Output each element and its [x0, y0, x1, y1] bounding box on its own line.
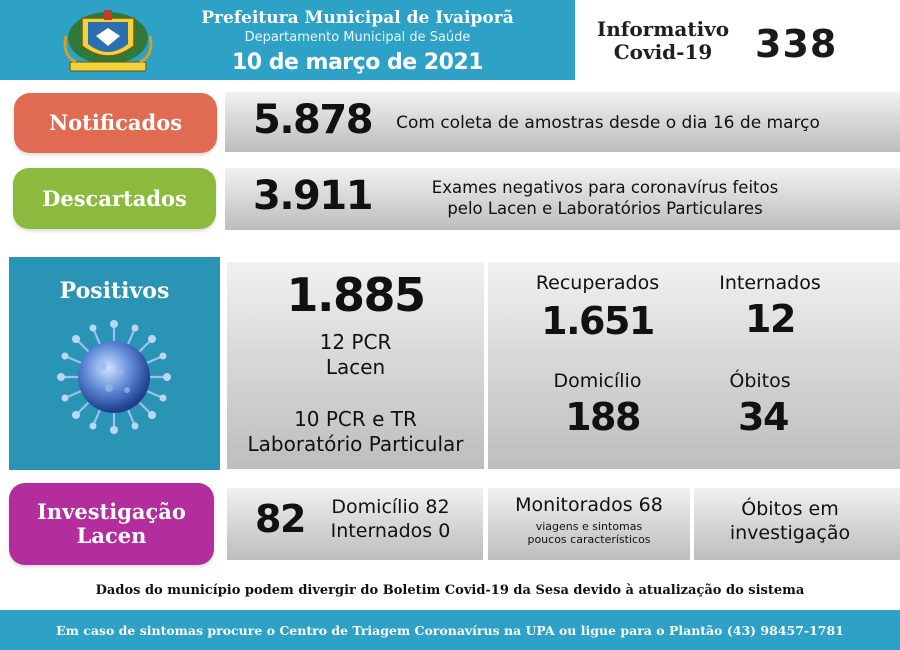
descartados-row — [225, 168, 900, 230]
positivos-lacen-line2: Lacen — [325, 355, 386, 379]
domicilio-value: 188 — [565, 395, 641, 439]
header-subtitle: Departamento Municipal de Saúde — [244, 30, 471, 45]
obitos-investigacao-line1: Óbitos em — [741, 498, 839, 520]
internados-value: 12 — [745, 297, 796, 341]
investigacao-label-line2: Lacen — [76, 523, 147, 548]
recuperados-value: 1.651 — [541, 299, 655, 343]
obitos-value: 34 — [738, 395, 789, 439]
issue-number: 338 — [755, 22, 838, 66]
footer-text: Em caso de sintomas procure o Centro de … — [56, 623, 844, 638]
informativo-line2: Covid-19 — [613, 40, 713, 64]
positivos-lab: 10 PCR e TR Laboratório Particular — [227, 407, 484, 457]
investigacao-details: Domicílio 82 Internados 0 — [318, 495, 463, 543]
coronavirus-icon — [57, 320, 171, 434]
investigacao-box — [227, 488, 483, 560]
positivos-value: 1.885 — [286, 268, 426, 322]
disclaimer-note: Dados do município podem divergir do Bol… — [95, 583, 805, 598]
header-info-panel — [575, 0, 900, 80]
monitorados-label: Monitorados 68 — [515, 494, 663, 516]
domicilio-label: Domicílio — [553, 370, 642, 392]
positivos-breakdown-box — [488, 262, 900, 469]
descartados-label: Descartados — [13, 168, 216, 229]
monitorados-box — [488, 488, 690, 560]
positivos-total-box — [227, 262, 484, 469]
notificados-value: 5.878 — [253, 97, 374, 143]
positivos-lab-line2: Laboratório Particular — [247, 432, 464, 456]
descartados-value: 3.911 — [253, 173, 374, 219]
positivos-label: Positivos — [59, 278, 170, 304]
header-date: 10 de março de 2021 — [231, 50, 484, 75]
monitorados-note: viagens e sintomas poucos característico… — [488, 520, 690, 546]
investigacao-domicilio: Domicílio 82 — [331, 496, 450, 518]
municipal-emblem-icon — [63, 10, 153, 72]
internados-label: Internados — [719, 272, 821, 294]
obitos-label: Óbitos — [729, 370, 791, 392]
informativo-label: Informativo Covid-19 — [588, 18, 738, 64]
positivos-lacen: 12 PCR Lacen — [227, 330, 484, 380]
obitos-investigacao-box — [694, 488, 900, 560]
positivos-lacen-line1: 12 PCR — [319, 330, 392, 354]
descartados-description: Exames negativos para coronavírus feitos… — [385, 177, 825, 219]
investigacao-label-line1: Investigação — [37, 499, 186, 524]
header-title: Prefeitura Municipal de Ivaiporã — [201, 8, 514, 28]
informativo-line1: Informativo — [596, 17, 730, 41]
obitos-investigacao-line2: investigação — [729, 522, 851, 544]
notificados-label: Notificados — [14, 93, 217, 153]
notificados-description: Com coleta de amostras desde o dia 16 de… — [396, 113, 820, 133]
investigacao-value: 82 — [255, 497, 306, 541]
obitos-investigacao: Óbitos em investigação — [694, 497, 886, 545]
monitorados-note-line1: viagens e sintomas — [535, 520, 643, 533]
positivos-lab-line1: 10 PCR e TR — [294, 407, 417, 431]
recuperados-label: Recuperados — [535, 272, 660, 294]
footer-bar — [0, 610, 900, 650]
monitorados-note-line2: poucos característicos — [527, 533, 651, 546]
descartados-description-line1: Exames negativos para coronavírus feitos — [431, 178, 779, 197]
investigacao-label: Investigação Lacen — [9, 483, 214, 565]
descartados-description-line2: pelo Lacen e Laboratórios Particulares — [447, 199, 763, 218]
notificados-row — [225, 92, 900, 152]
investigacao-internados: Internados 0 — [330, 520, 451, 542]
